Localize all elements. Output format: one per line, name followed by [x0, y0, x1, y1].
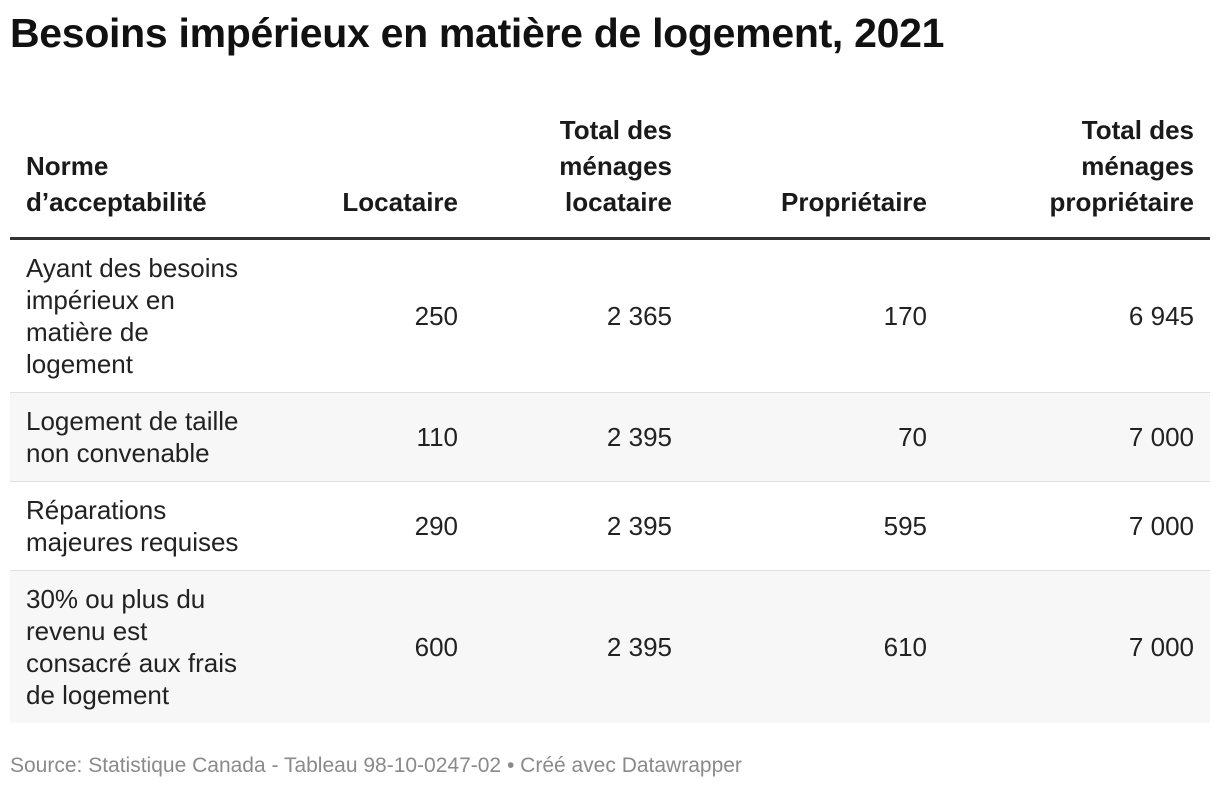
table-body: Ayant des besoins impérieux en matière d… — [10, 238, 1210, 723]
cell-proprietaire: 610 — [688, 570, 943, 723]
table-row: Ayant des besoins impérieux en matière d… — [10, 238, 1210, 393]
cell-norme: Réparations majeures requises — [10, 481, 265, 571]
column-header-norme: Norme d’acceptabilité — [10, 112, 265, 240]
cell-total-proprietaire: 7 000 — [943, 570, 1210, 723]
cell-locataire: 250 — [265, 238, 474, 393]
datawrapper-credit: Créé avec Datawrapper — [520, 754, 742, 777]
cell-total-proprietaire: 6 945 — [943, 238, 1210, 393]
column-header-locataire: Locataire — [265, 112, 474, 240]
chart-footer: Source: Statistique Canada - Tableau 98-… — [10, 754, 742, 778]
table-row: Réparations majeures requises 290 2 395 595… — [10, 481, 1210, 571]
cell-norme: Ayant des besoins impérieux en matière d… — [10, 238, 265, 393]
cell-norme: 30% ou plus du revenu est consacré aux f… — [10, 570, 265, 723]
cell-total-locataire: 2 395 — [474, 481, 688, 571]
column-header-total-locataire: Total des ménages locataire — [474, 112, 688, 240]
footer-separator: • — [501, 754, 521, 777]
table-row: Logement de taille non convenable 110 2 39… — [10, 392, 1210, 482]
table-header-row: Norme d’acceptabilité Locataire Total de… — [10, 112, 1210, 240]
cell-locataire: 290 — [265, 481, 474, 571]
cell-locataire: 600 — [265, 570, 474, 723]
cell-total-proprietaire: 7 000 — [943, 481, 1210, 571]
cell-total-locataire: 2 395 — [474, 392, 688, 482]
chart-title: Besoins impérieux en matière de logement… — [10, 10, 945, 56]
cell-proprietaire: 70 — [688, 392, 943, 482]
cell-total-locataire: 2 365 — [474, 238, 688, 393]
data-table: Norme d’acceptabilité Locataire Total de… — [10, 112, 1210, 723]
cell-norme: Logement de taille non convenable — [10, 392, 265, 482]
column-header-proprietaire: Propriétaire — [688, 112, 943, 240]
cell-proprietaire: 595 — [688, 481, 943, 571]
source-note: Source: Statistique Canada - Tableau 98-… — [10, 754, 502, 777]
cell-total-proprietaire: 7 000 — [943, 392, 1210, 482]
column-header-total-proprietaire: Total des ménages propriétaire — [943, 112, 1210, 240]
cell-total-locataire: 2 395 — [474, 570, 688, 723]
cell-proprietaire: 170 — [688, 238, 943, 393]
cell-locataire: 110 — [265, 392, 474, 482]
table-row: 30% ou plus du revenu est consacré aux f… — [10, 570, 1210, 723]
